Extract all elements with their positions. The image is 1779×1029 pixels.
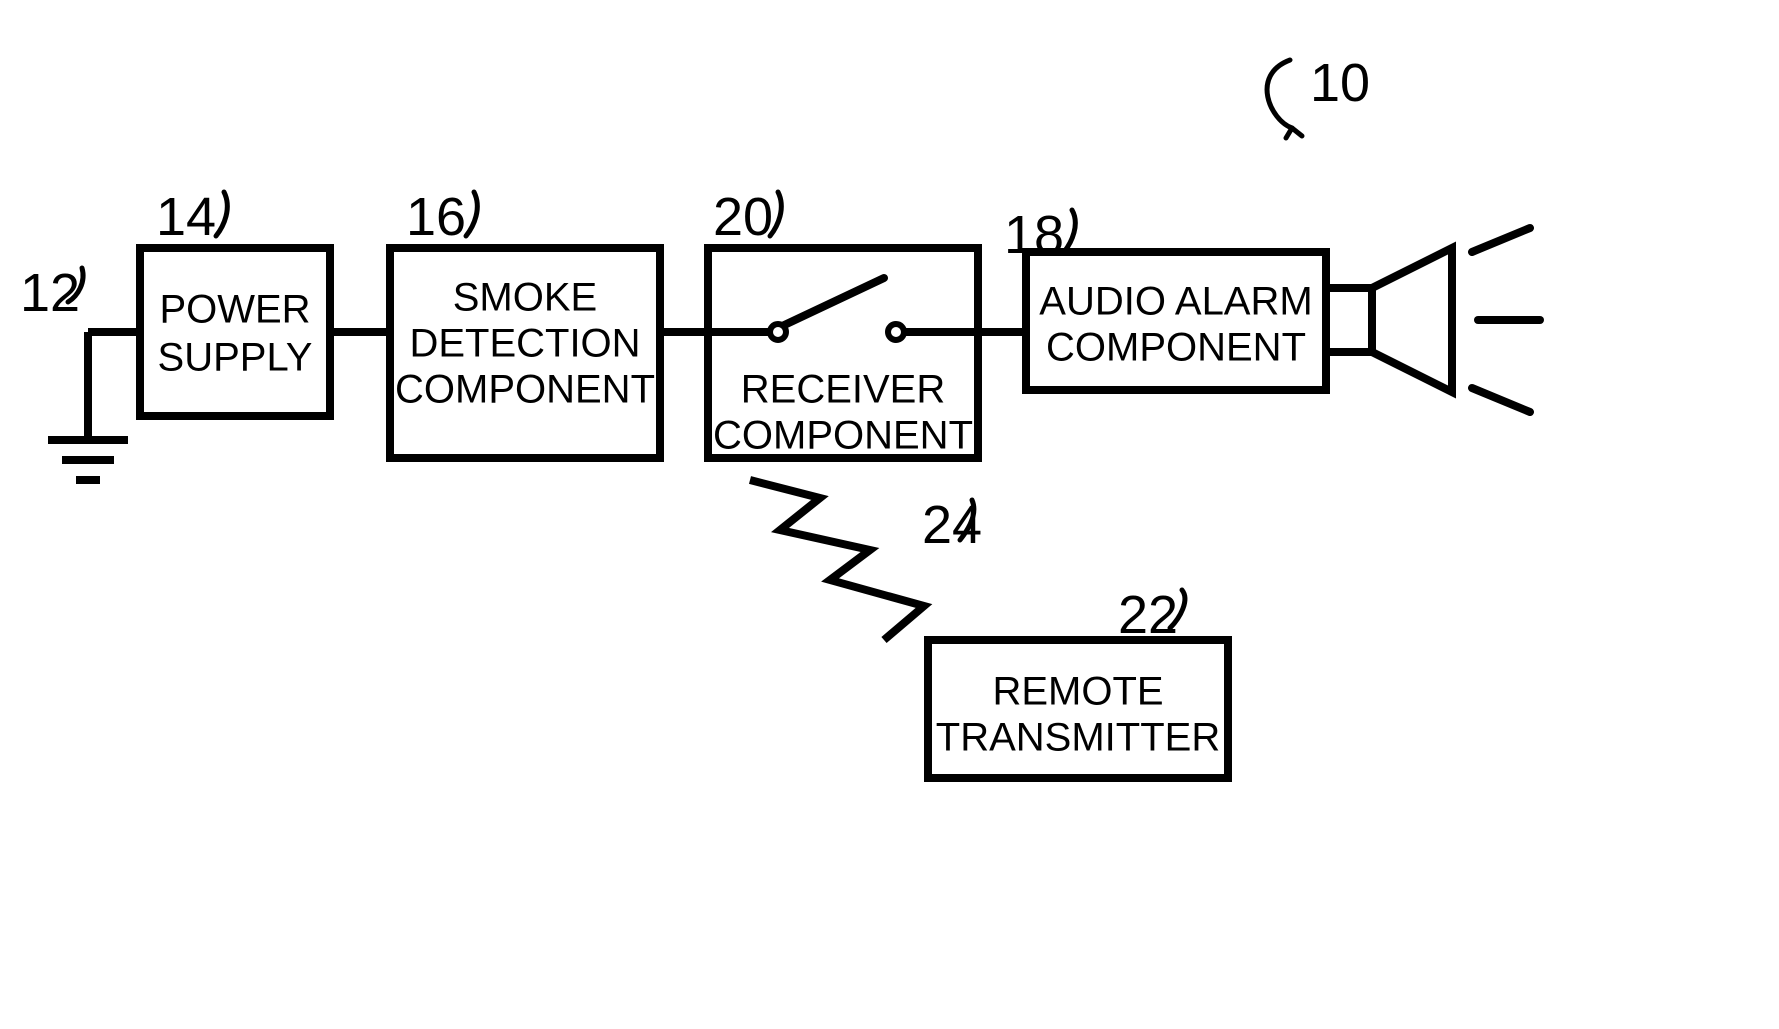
speaker-body [1326,288,1372,352]
ref-lead-r14 [216,192,227,236]
speaker-wave-2 [1472,388,1530,412]
speaker-wave-0 [1472,228,1530,252]
ref-lead-r18 [1064,210,1075,252]
box-smoke-label-2: COMPONENT [395,368,655,412]
box-smoke-label-1: DETECTION [409,322,640,366]
ref-label-r18: 18 [1004,205,1064,265]
ref-label-r22: 22 [1118,585,1178,645]
box-audio-label-1: COMPONENT [1046,326,1306,370]
switch-contact-right [888,324,904,340]
box-receiver-label-0: RECEIVER [741,368,946,412]
ref-label-r10: 10 [1310,53,1370,113]
speaker-cone [1372,248,1452,392]
ref-lead-r10-arrow [1286,128,1302,138]
ref-label-r14: 14 [156,187,216,247]
box-smoke-label-0: SMOKE [453,276,597,320]
ref-label-r12: 12 [20,263,80,323]
ref-lead-r16 [466,192,477,236]
box-audio-label-0: AUDIO ALARM [1039,280,1312,324]
box-remote-label-0: REMOTE [992,670,1163,714]
ref-label-r24: 24 [922,495,982,555]
ref-lead-r10 [1267,60,1292,128]
box-power-label-1: SUPPLY [158,336,313,380]
switch-contact-left [770,324,786,340]
box-receiver-label-1: COMPONENT [713,414,973,458]
ref-label-r20: 20 [713,187,773,247]
rf-signal [750,480,924,640]
switch-arm [778,278,884,328]
box-power [140,248,330,416]
ref-label-r16: 16 [406,187,466,247]
box-remote-label-1: TRANSMITTER [936,716,1220,760]
box-power-label-0: POWER [159,288,310,332]
